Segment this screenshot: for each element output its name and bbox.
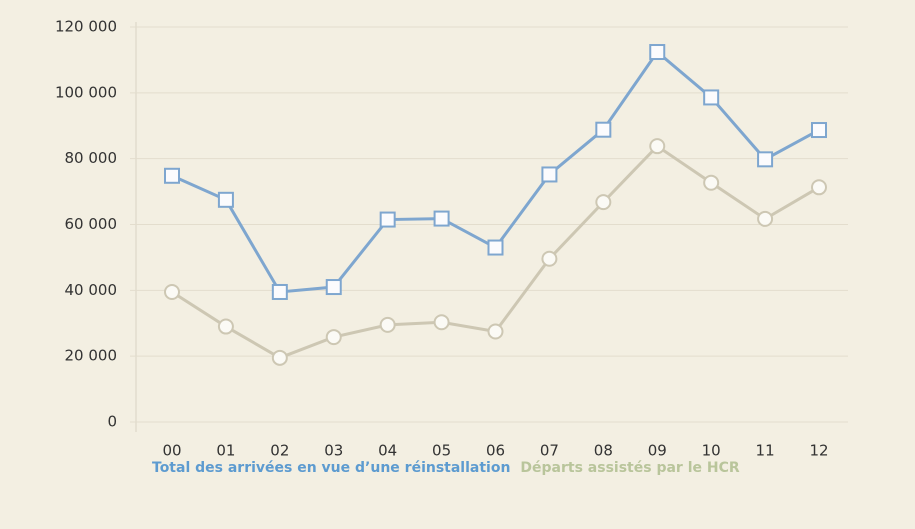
point-marker xyxy=(433,314,450,331)
x-tick-label: 00 xyxy=(162,442,181,460)
point-marker xyxy=(217,191,234,208)
point-marker xyxy=(487,239,504,256)
point-marker xyxy=(433,210,450,227)
point-marker xyxy=(164,167,180,184)
point-marker xyxy=(811,179,827,196)
y-tick-label: 80 000 xyxy=(65,149,118,167)
series-line xyxy=(171,49,820,294)
point-marker xyxy=(703,89,720,106)
x-tick-label: 05 xyxy=(432,442,451,460)
point-marker xyxy=(325,329,342,346)
point-marker xyxy=(271,349,288,366)
x-tick-label: 08 xyxy=(594,442,613,460)
point-marker xyxy=(595,121,612,138)
x-tick-label: 12 xyxy=(809,442,828,460)
point-marker xyxy=(649,138,666,155)
y-tick-label: 100 000 xyxy=(55,83,117,101)
x-tick-label: 03 xyxy=(324,442,343,460)
point-marker xyxy=(703,174,720,191)
point-marker xyxy=(379,211,396,228)
point-marker xyxy=(649,44,666,61)
x-tick-label: 11 xyxy=(756,442,775,460)
point-marker xyxy=(379,316,396,333)
y-tick-label: 60 000 xyxy=(65,215,118,233)
y-tick-label: 120 000 xyxy=(55,18,117,36)
point-marker xyxy=(757,210,774,227)
point-marker xyxy=(757,151,774,168)
point-marker xyxy=(217,318,234,335)
x-tick-label: 10 xyxy=(702,442,721,460)
x-tick-label: 09 xyxy=(648,442,667,460)
point-marker xyxy=(271,283,288,300)
x-tick-label: 02 xyxy=(270,442,289,460)
point-marker xyxy=(541,166,558,183)
x-tick-label: 01 xyxy=(216,442,235,460)
y-tick-label: 0 xyxy=(107,413,117,431)
y-tick-label: 20 000 xyxy=(65,347,118,365)
y-tick-label: 40 000 xyxy=(65,281,118,299)
point-marker xyxy=(325,279,342,296)
point-marker xyxy=(487,323,504,340)
x-tick-label: 06 xyxy=(486,442,505,460)
x-tick-label: 07 xyxy=(540,442,559,460)
point-marker xyxy=(595,194,612,211)
legend-label: Départs assistés par le HCR xyxy=(520,460,739,476)
point-marker xyxy=(811,122,827,139)
point-marker xyxy=(164,283,180,300)
point-marker xyxy=(541,250,558,267)
legend-label: Total des arrivées en vue d’une réinstal… xyxy=(152,460,510,476)
x-tick-label: 04 xyxy=(378,442,397,460)
